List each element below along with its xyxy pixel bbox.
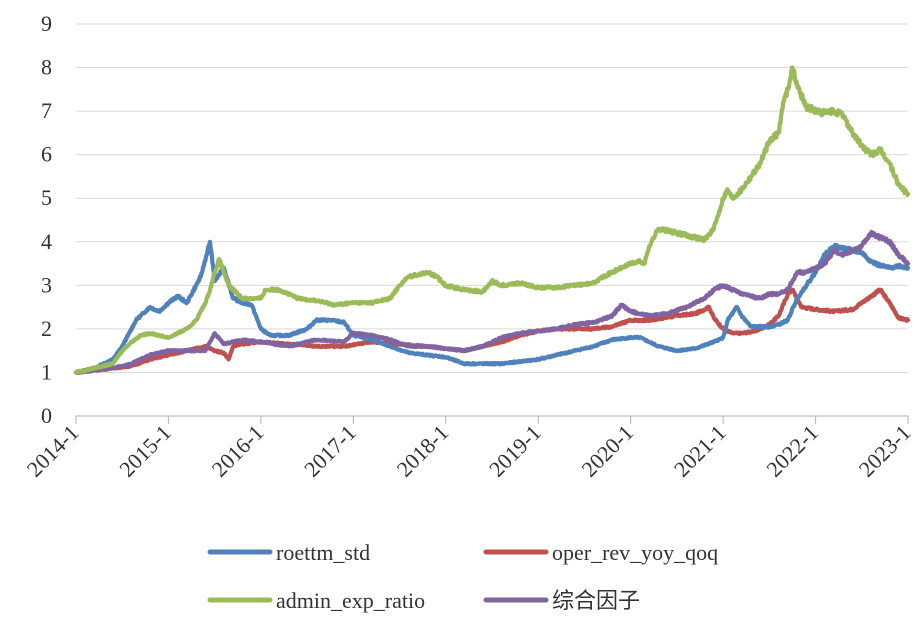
y-tick-label: 4	[41, 229, 52, 254]
y-tick-label: 0	[41, 403, 52, 428]
series-line-1	[73, 287, 911, 375]
y-tick-label: 3	[41, 272, 52, 297]
legend-label: oper_rev_yoy_qoq	[552, 540, 718, 565]
x-tick-label: 2016-1	[207, 420, 269, 482]
series-line-0	[73, 239, 911, 375]
x-tick-label: 2019-1	[484, 420, 546, 482]
gridlines	[76, 23, 908, 373]
x-tick-label: 2015-1	[114, 420, 176, 482]
y-axis-ticks: 0 1 2 3 4 5 6 7 8 9	[41, 11, 52, 428]
series-line-3	[73, 229, 911, 375]
legend-label: 综合因子	[552, 588, 640, 613]
y-tick-label: 8	[41, 55, 52, 80]
legend-label: admin_exp_ratio	[276, 588, 425, 613]
x-tick-label: 2022-1	[761, 420, 823, 482]
x-axis: 2014-1 2015-1 2016-1 2017-1 2018-1 2019-1 2020…	[22, 415, 916, 482]
x-tick-label: 2020-1	[576, 420, 638, 482]
x-tick-label: 2021-1	[669, 420, 731, 482]
y-tick-label: 2	[41, 316, 52, 341]
x-tick-label: 2014-1	[22, 420, 84, 482]
y-tick-label: 1	[41, 359, 52, 384]
legend-label: roettm_std	[276, 540, 370, 565]
legend: roettm_std oper_rev_yoy_qoq admin_exp_rati…	[207, 540, 718, 613]
y-tick-label: 5	[41, 185, 52, 210]
y-tick-label: 6	[41, 142, 52, 167]
x-tick-label: 2017-1	[299, 420, 361, 482]
series-line-2	[73, 65, 911, 375]
x-tick-label: 2023-1	[854, 420, 916, 482]
series-lines	[73, 65, 911, 375]
x-tick-label: 2018-1	[392, 420, 454, 482]
y-tick-label: 9	[41, 11, 52, 36]
y-tick-label: 7	[41, 98, 52, 123]
